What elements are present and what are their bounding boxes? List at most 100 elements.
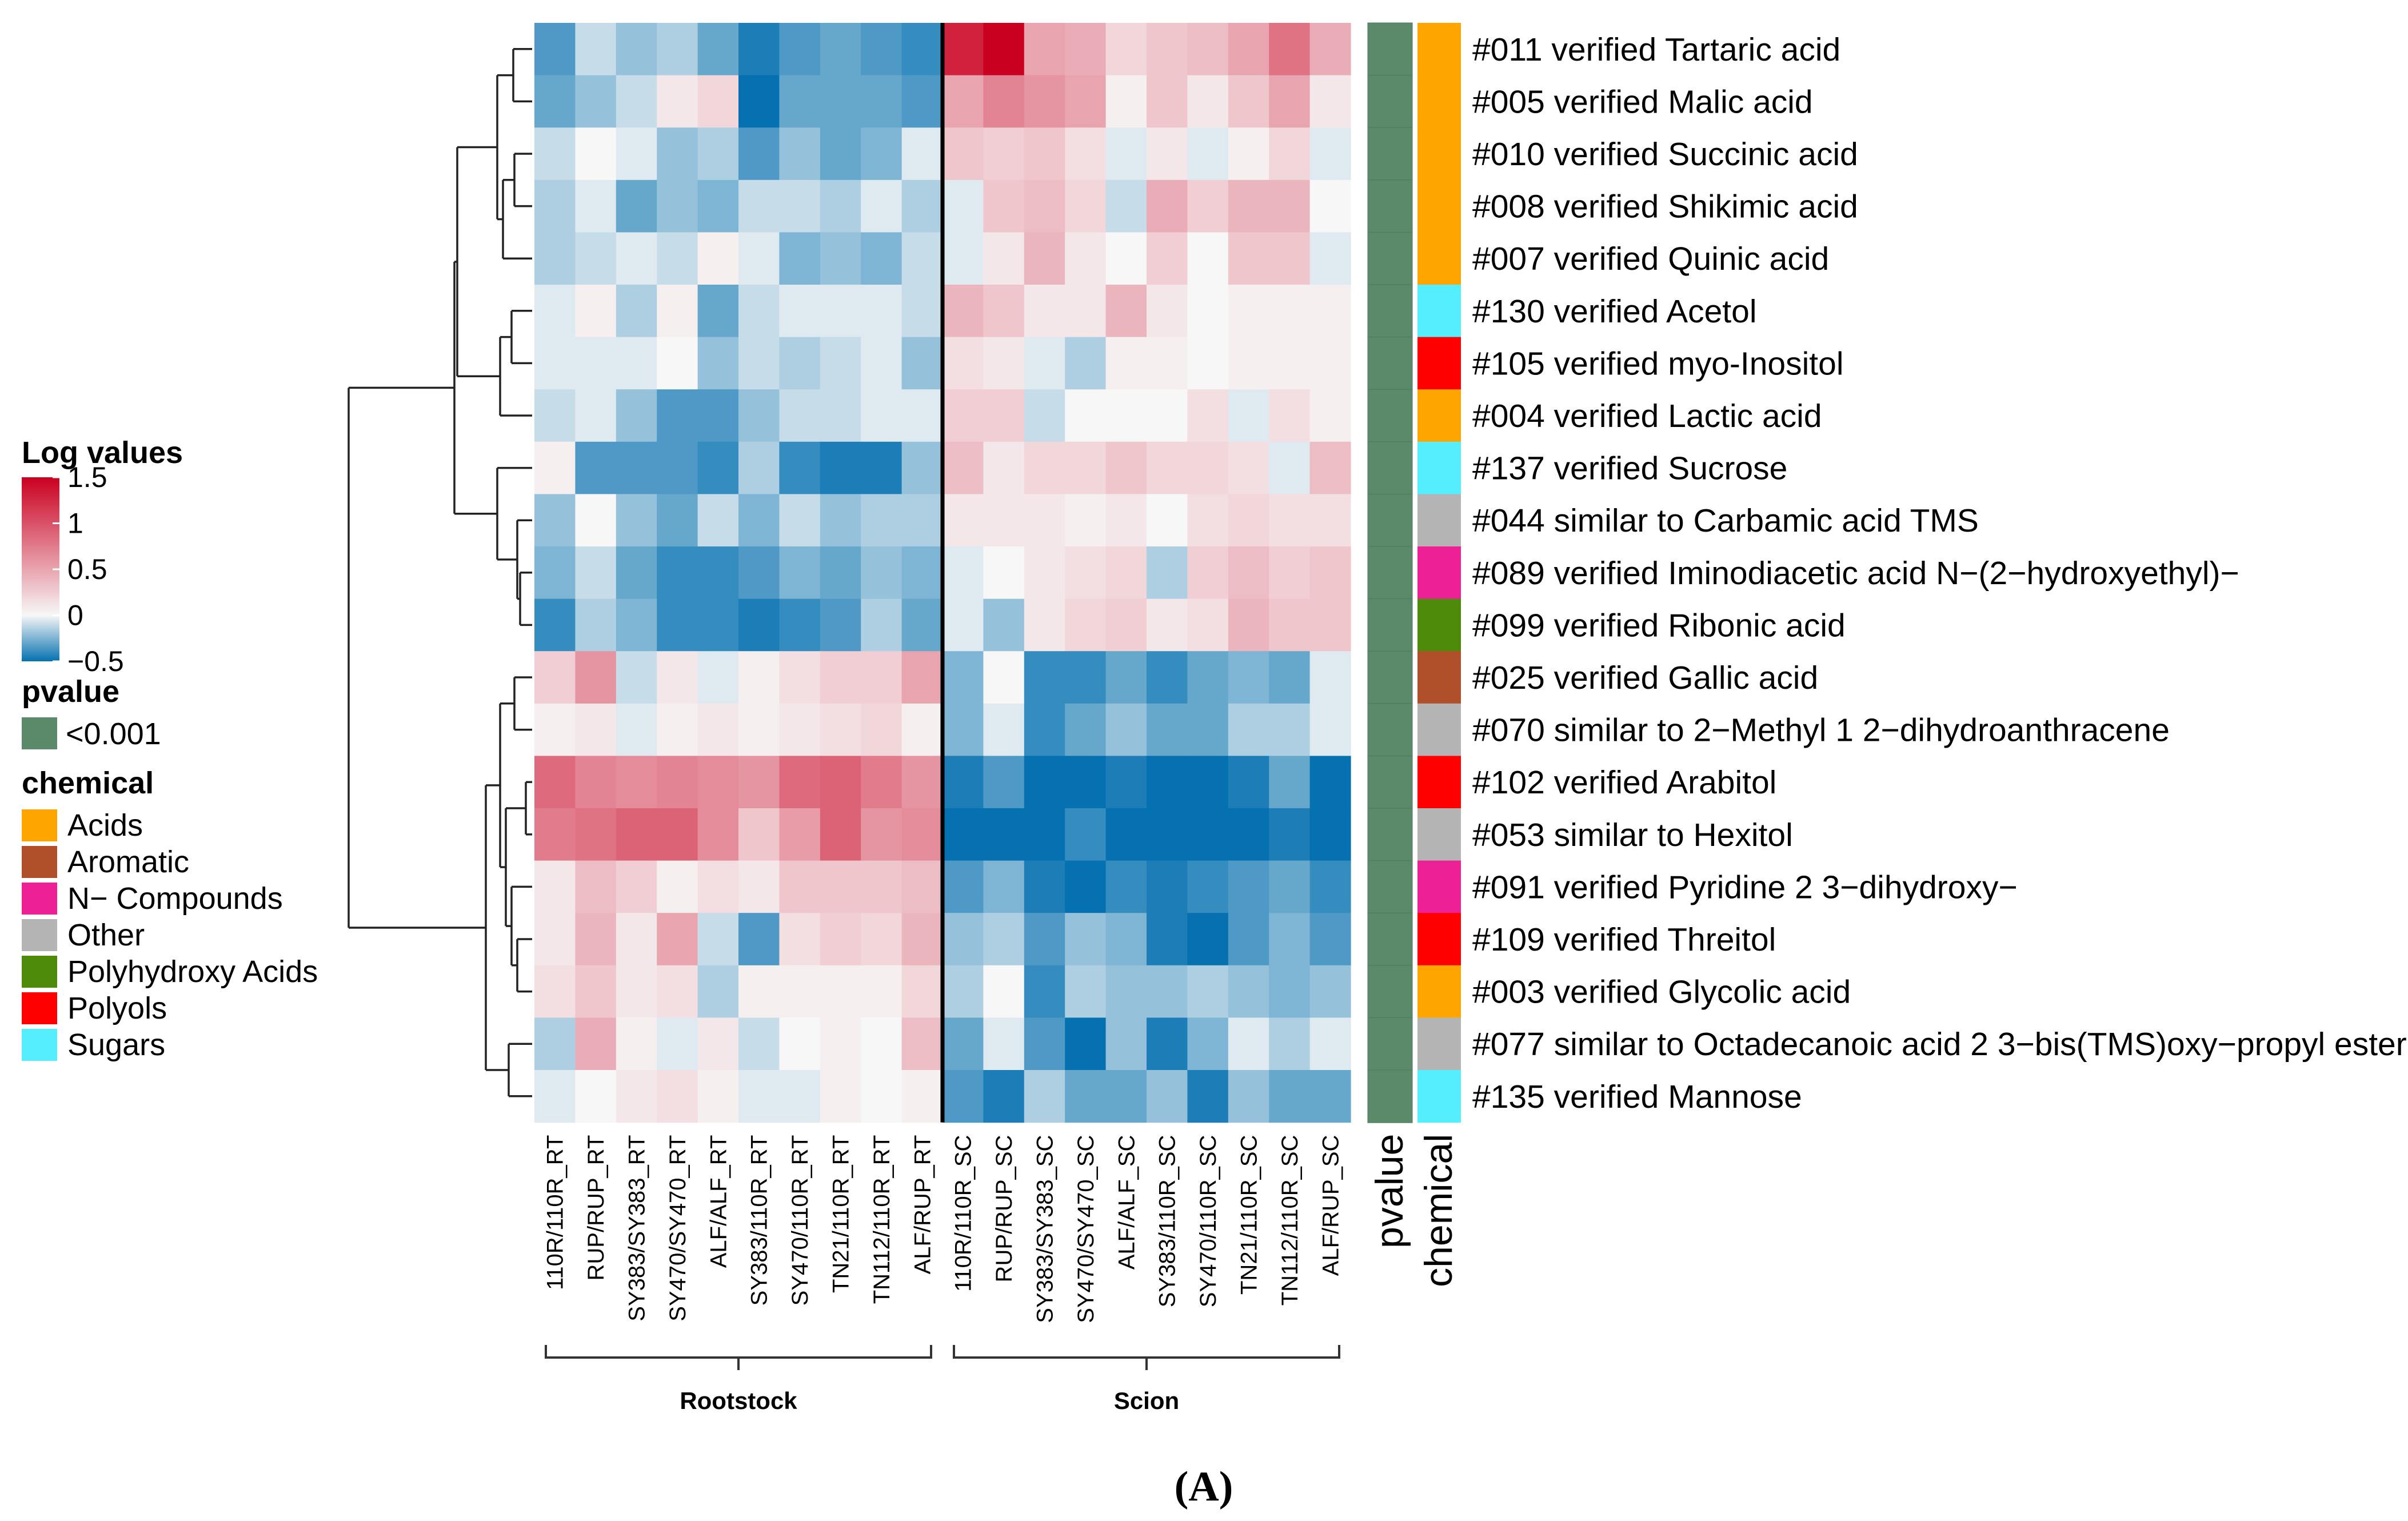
pvalue-annotation-cell <box>1367 493 1413 548</box>
heatmap-cell <box>616 285 657 338</box>
heatmap-cell <box>1228 598 1269 652</box>
heatmap-cell <box>575 546 617 600</box>
heatmap-cell <box>616 965 657 1018</box>
heatmap-cell <box>1105 913 1147 966</box>
heatmap-cell <box>1187 232 1229 285</box>
column-label: SY383/SY383_RT <box>625 1135 650 1322</box>
heatmap-cell <box>616 598 657 652</box>
chemical-annotation-cell <box>1417 75 1461 128</box>
heatmap-cell <box>1024 441 1065 494</box>
heatmap-cell <box>901 494 943 547</box>
column-label: SY470/110R_SC <box>1196 1135 1221 1308</box>
column-label: ALF/ALF_SC <box>1114 1135 1139 1270</box>
heatmap-cell <box>943 1070 984 1123</box>
heatmap-cell <box>1147 494 1188 547</box>
heatmap-cell <box>1105 598 1147 652</box>
heatmap-cell <box>575 756 617 809</box>
heatmap-cell <box>1024 75 1065 128</box>
heatmap-cell <box>861 756 902 809</box>
heatmap-cell <box>1065 285 1107 338</box>
pvalue-annotation-cell <box>1367 127 1413 181</box>
heatmap-cell <box>943 75 984 128</box>
pvalue-annotation-cell <box>1367 389 1413 442</box>
heatmap-cell <box>575 127 617 181</box>
heatmap-cell <box>1309 441 1351 494</box>
heatmap-cell <box>983 756 1025 809</box>
heatmap-cell <box>1024 127 1065 181</box>
heatmap-cell <box>943 337 984 390</box>
heatmap-cell <box>616 860 657 913</box>
heatmap-cell <box>983 651 1025 704</box>
heatmap-cell <box>697 285 739 338</box>
heatmap-cell <box>534 179 576 233</box>
heatmap-cell <box>534 546 576 600</box>
heatmap-cell <box>779 913 821 966</box>
heatmap-cell <box>861 389 902 442</box>
chemical-legend-swatch <box>22 883 57 915</box>
heatmap-cell <box>1187 703 1229 756</box>
heatmap-cell <box>1105 389 1147 442</box>
heatmap-cell <box>1309 337 1351 390</box>
heatmap-cell <box>861 441 902 494</box>
heatmap-cell <box>1309 651 1351 704</box>
heatmap-cell <box>738 127 780 181</box>
heatmap-cell <box>1105 1070 1147 1123</box>
heatmap-cell <box>1187 179 1229 233</box>
heatmap-cell <box>820 598 861 652</box>
heatmap-cell <box>1024 285 1065 338</box>
heatmap-cell <box>779 23 821 76</box>
chemical-legend-label: Polyhydroxy Acids <box>67 955 318 989</box>
pvalue-annotation-cell <box>1367 22 1413 76</box>
heatmap-cell <box>983 913 1025 966</box>
heatmap-cell <box>1228 127 1269 181</box>
heatmap-cell <box>861 965 902 1018</box>
heatmap-cell <box>1228 494 1269 547</box>
column-label: 110R/110R_RT <box>543 1135 568 1290</box>
heatmap-cell <box>820 703 861 756</box>
colorbar-tick-label: −0.5 <box>67 645 124 677</box>
heatmap-cell <box>657 337 698 390</box>
pvalue-annotation-cell <box>1367 441 1413 495</box>
column-label: ALF/RUP_RT <box>910 1135 935 1275</box>
column-label: TN112/110R_RT <box>869 1135 894 1304</box>
heatmap-cell <box>1269 337 1311 390</box>
chemical-legend-swatch <box>22 919 57 951</box>
heatmap-cell <box>657 808 698 861</box>
heatmap-cell <box>1228 546 1269 600</box>
heatmap-cell <box>1147 389 1188 442</box>
column-labels: 110R/110R_RT RUP/RUP_RT SY383/SY383_RT SY47… <box>543 1135 1344 1323</box>
heatmap-cell <box>657 232 698 285</box>
heatmap-cell <box>738 285 780 338</box>
heatmap-cell <box>1269 808 1311 861</box>
heatmap-cell <box>901 703 943 756</box>
column-label: SY383/110R_RT <box>747 1135 772 1306</box>
heatmap-cell <box>1187 598 1229 652</box>
heatmap-cell <box>697 389 739 442</box>
chemical-annotation-cell <box>1417 913 1461 966</box>
heatmap-cell <box>657 179 698 233</box>
row-label: #102 verified Arabitol <box>1472 764 1776 801</box>
heatmap-cell <box>697 23 739 76</box>
heatmap-cell <box>616 389 657 442</box>
group-bracket <box>953 1345 1340 1370</box>
heatmap-cell <box>1065 913 1107 966</box>
heatmap-cell <box>738 232 780 285</box>
heatmap-cell <box>983 703 1025 756</box>
heatmap-cell <box>983 441 1025 494</box>
heatmap-cell <box>943 598 984 652</box>
heatmap-cell <box>1065 1017 1107 1071</box>
row-label: #077 similar to Octadecanoic acid 2 3−bi… <box>1472 1026 2407 1063</box>
heatmap-cell <box>1309 494 1351 547</box>
heatmap-cell <box>1309 75 1351 128</box>
heatmap-cell <box>1187 494 1229 547</box>
heatmap-cell <box>657 860 698 913</box>
heatmap-cell <box>697 179 739 233</box>
heatmap-cell <box>1065 494 1107 547</box>
heatmap-cell <box>901 232 943 285</box>
heatmap-cell <box>697 808 739 861</box>
heatmap-cell <box>861 179 902 233</box>
row-label: #130 verified Acetol <box>1472 293 1757 330</box>
heatmap-cell <box>861 337 902 390</box>
heatmap-cell <box>983 808 1025 861</box>
chemical-legend-label: N− Compounds <box>67 881 283 916</box>
